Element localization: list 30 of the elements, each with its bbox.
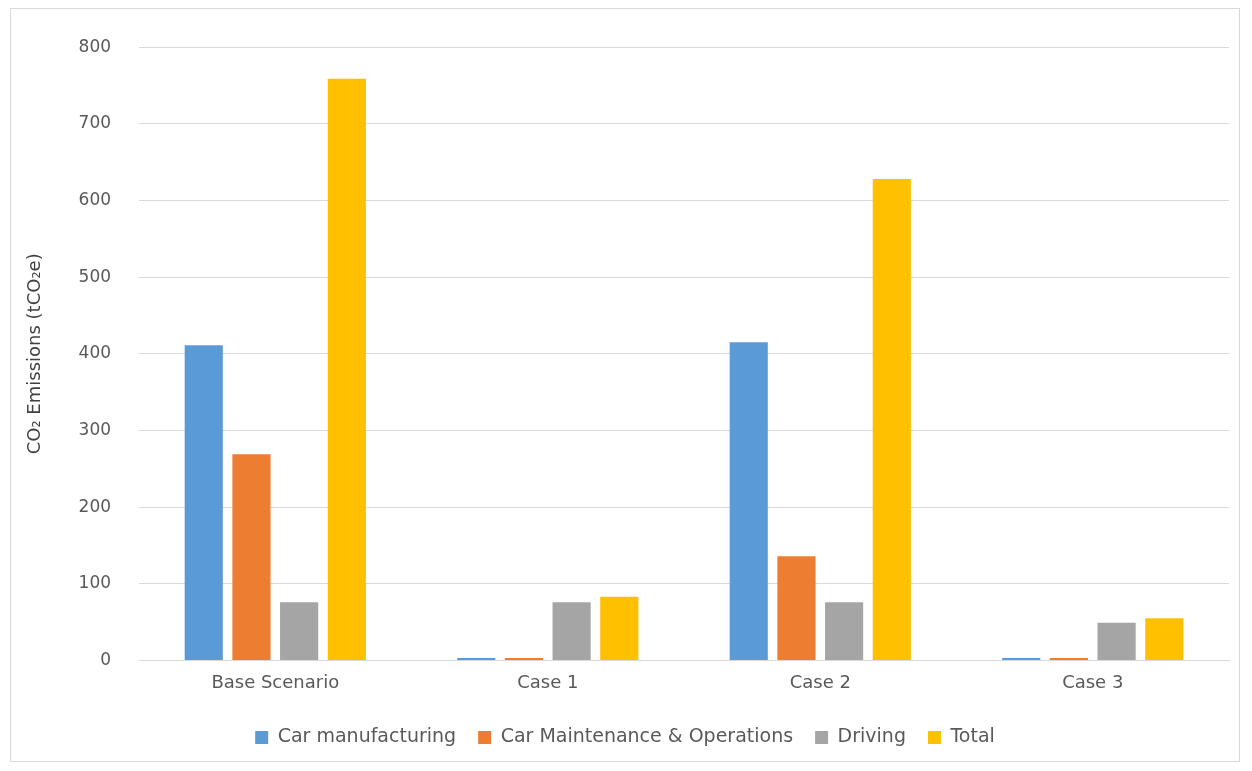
legend-label: Driving [837,724,906,747]
bar [777,556,816,660]
y-tick-label: 800 [78,35,112,56]
bar [327,78,366,660]
bar [825,602,864,660]
bar [1145,618,1184,660]
x-tick-label: Case 1 [517,670,579,692]
y-tick-label: 400 [78,342,112,363]
y-tick-label: 500 [78,265,112,286]
x-tick-label: Case 3 [1062,670,1124,692]
bar [552,602,591,660]
y-axis-title: CO₂ Emissions (tCO₂e) [23,253,45,455]
y-tick-label: 600 [78,188,112,209]
bar [232,454,271,660]
y-tick-label: 300 [78,418,112,439]
legend-label: Car manufacturing [277,724,457,747]
bar [280,602,319,660]
legend-label: Total [949,724,995,747]
y-tick-label: 200 [78,495,112,516]
bar [184,345,223,660]
legend-label: Car Maintenance & Operations [500,724,794,747]
y-tick-label: 100 [78,572,112,593]
bar [600,596,639,660]
bar [872,179,911,660]
x-tick-label: Case 2 [789,670,851,692]
y-tick-label: 700 [78,112,112,133]
bar [1097,622,1136,660]
bar [729,342,768,660]
x-tick-label: Base Scenario [211,670,340,692]
y-tick-label: 0 [100,648,112,669]
